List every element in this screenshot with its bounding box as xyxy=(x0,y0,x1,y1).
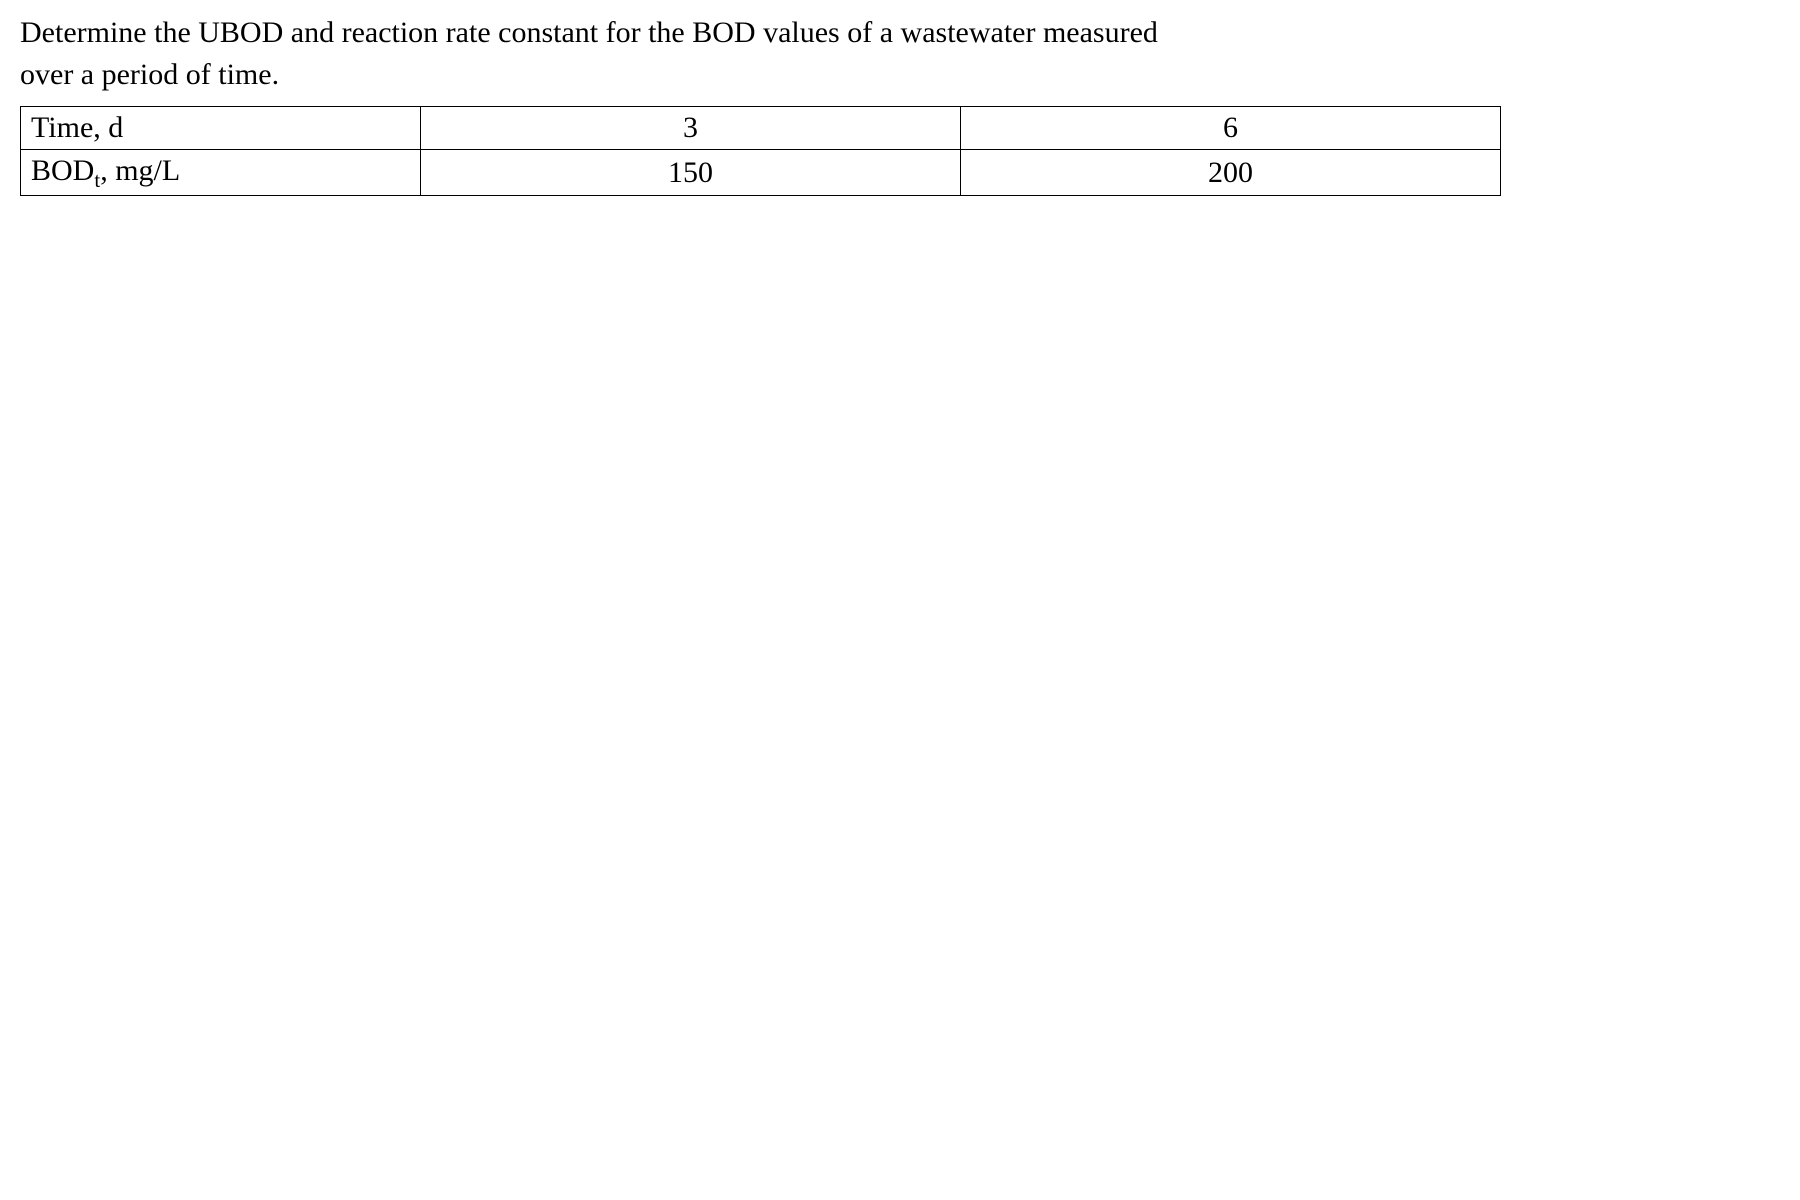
problem-line-1: Determine the UBOD and reaction rate con… xyxy=(20,16,1158,49)
bod-value-2: 200 xyxy=(961,150,1501,196)
time-label-cell: Time, d xyxy=(21,107,421,150)
bod-data-table: Time, d 3 6 BODt, mg/L 150 200 xyxy=(20,106,1501,196)
time-value-2: 6 xyxy=(961,107,1501,150)
time-value-1: 3 xyxy=(421,107,961,150)
bod-label-prefix: BOD xyxy=(31,154,94,187)
bod-label-suffix: , mg/L xyxy=(100,154,180,187)
bod-label-cell: BODt, mg/L xyxy=(21,150,421,196)
bod-value-1: 150 xyxy=(421,150,961,196)
problem-statement: Determine the UBOD and reaction rate con… xyxy=(20,12,1780,96)
problem-line-2: over a period of time. xyxy=(20,58,279,91)
table-row: BODt, mg/L 150 200 xyxy=(21,150,1501,196)
table-row: Time, d 3 6 xyxy=(21,107,1501,150)
